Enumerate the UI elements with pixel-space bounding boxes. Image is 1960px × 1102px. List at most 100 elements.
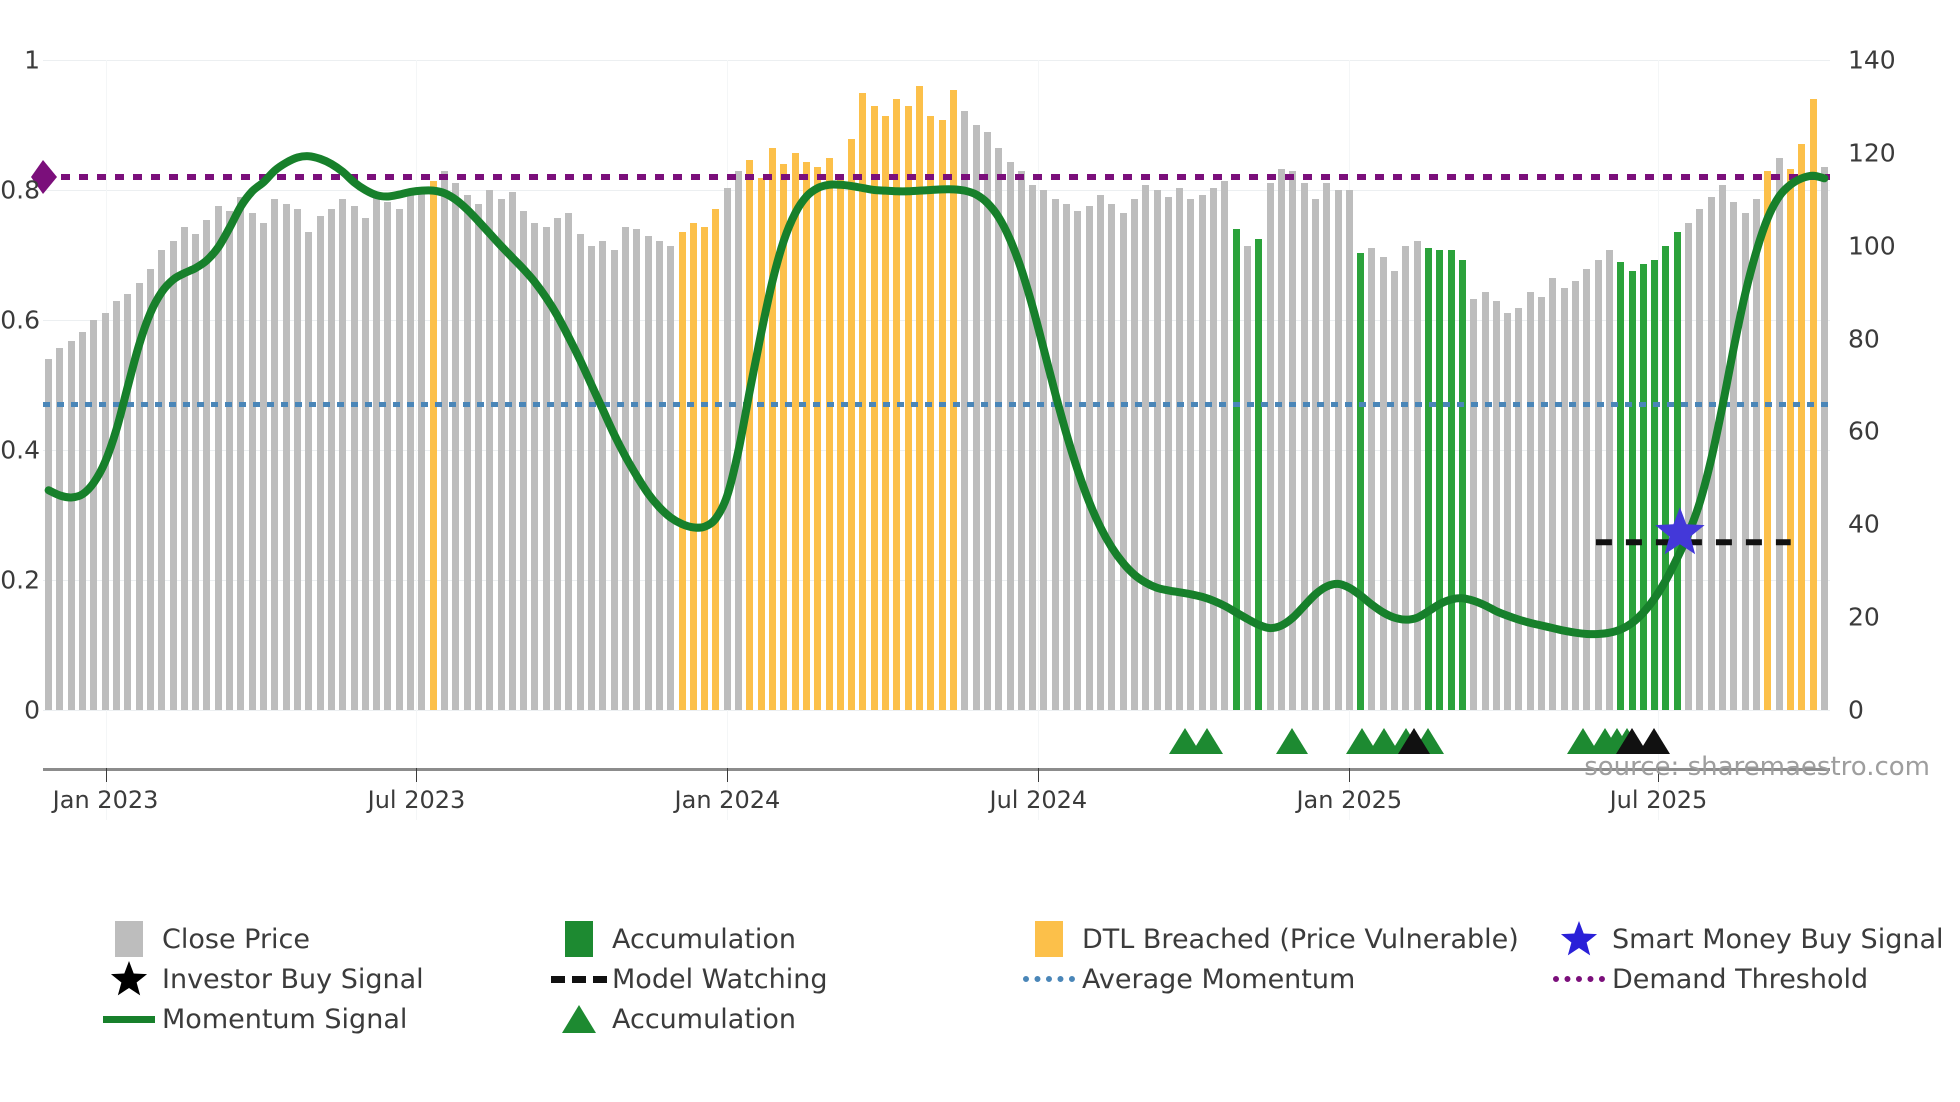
- legend-momentum-signal[interactable]: Momentum Signal: [96, 1000, 486, 1038]
- legend-label: Accumulation: [612, 1003, 796, 1035]
- price-bar: [1583, 268, 1591, 710]
- y-axis-right-tick: 40: [1848, 509, 1880, 539]
- legend-row: Momentum Signal Accumulation: [96, 1000, 1946, 1038]
- legend-label: Close Price: [162, 923, 310, 955]
- x-axis-tick-label: Jul 2023: [367, 786, 466, 814]
- price-bar: [1051, 199, 1059, 710]
- price-bar: [1775, 157, 1783, 710]
- price-bar: [1142, 185, 1150, 710]
- price-bar: [463, 194, 471, 710]
- price-bar: [1323, 183, 1331, 710]
- price-bar: [1447, 250, 1455, 710]
- price-bar: [339, 199, 347, 710]
- price-bar: [203, 220, 211, 710]
- price-bar: [282, 203, 290, 710]
- legend-swatch-star-wrap: [96, 959, 162, 999]
- price-bar: [1719, 185, 1727, 710]
- price-bar: [214, 206, 222, 710]
- legend-smart-money[interactable]: Smart Money Buy Signal: [1546, 919, 1944, 959]
- gridline-vertical: [1658, 60, 1660, 820]
- legend-accumulation-bar[interactable]: Accumulation: [546, 920, 936, 958]
- price-bar: [1741, 213, 1749, 710]
- legend-dtl-breached[interactable]: DTL Breached (Price Vulnerable): [1016, 920, 1519, 958]
- price-bar: [859, 92, 867, 710]
- price-bar: [1526, 292, 1534, 710]
- legend-average-momentum[interactable]: Average Momentum: [1016, 960, 1446, 998]
- legend-accumulation-triangle[interactable]: Accumulation: [546, 1000, 936, 1038]
- price-bar: [1345, 190, 1353, 710]
- price-bar: [972, 125, 980, 710]
- x-axis-tick-label: Jan 2023: [52, 786, 159, 814]
- price-bar: [1786, 169, 1794, 710]
- price-bar: [373, 194, 381, 710]
- accumulation-marker-band: [43, 712, 1830, 760]
- chart-overlay: [31, 152, 1830, 639]
- gridline: [43, 320, 1830, 321]
- x-axis-tick-label: Jan 2025: [1296, 786, 1403, 814]
- price-bar: [904, 106, 912, 710]
- price-bar: [1244, 245, 1252, 710]
- price-bar: [768, 148, 776, 710]
- price-bar: [361, 217, 369, 710]
- legend-label: Smart Money Buy Signal: [1612, 923, 1944, 955]
- price-bar: [384, 201, 392, 710]
- legend-model-watching[interactable]: Model Watching: [546, 960, 936, 998]
- price-bar: [802, 162, 810, 710]
- price-bar: [1764, 171, 1772, 710]
- legend-swatch-dotted-line: [1023, 976, 1075, 982]
- price-bar: [1560, 287, 1568, 710]
- price-bar: [644, 236, 652, 710]
- price-bar: [1617, 261, 1625, 710]
- price-bar: [1311, 199, 1319, 710]
- legend-swatch-line: [103, 1015, 155, 1023]
- price-bar: [56, 347, 64, 710]
- price-bar: [1628, 271, 1636, 710]
- legend-swatch-star-wrap: [1546, 919, 1612, 959]
- legend-swatch-dashed-wrap: [546, 975, 612, 983]
- gridline-vertical: [1038, 60, 1040, 820]
- legend-investor-buy[interactable]: Investor Buy Signal: [96, 960, 486, 998]
- price-bar: [1436, 250, 1444, 710]
- price-bar: [1685, 222, 1693, 710]
- legend-demand-threshold[interactable]: Demand Threshold: [1546, 960, 1936, 998]
- price-bar: [995, 148, 1003, 710]
- price-bar: [667, 245, 675, 710]
- price-bar: [746, 159, 754, 710]
- price-bar: [192, 234, 200, 710]
- price-bar: [1029, 185, 1037, 710]
- price-bar: [158, 250, 166, 710]
- price-bar: [180, 227, 188, 710]
- price-bar: [1594, 259, 1602, 710]
- price-bar: [135, 282, 143, 710]
- accumulation-triangle: [1276, 728, 1309, 754]
- price-bar: [1017, 171, 1025, 710]
- legend-swatch-square: [1035, 921, 1063, 957]
- price-bar: [938, 120, 946, 710]
- price-bar: [1334, 190, 1342, 710]
- price-bar: [621, 227, 629, 710]
- y-axis-right-tick: 80: [1848, 324, 1880, 354]
- legend-label: Demand Threshold: [1612, 963, 1869, 995]
- price-bar: [1357, 252, 1365, 710]
- price-bar: [429, 180, 437, 710]
- x-axis-line: [43, 768, 1830, 771]
- price-bar: [961, 111, 969, 710]
- price-bar: [237, 196, 245, 710]
- price-bar: [1187, 199, 1195, 710]
- y-axis-left-tick: 0.8: [0, 175, 40, 205]
- legend-row: Investor Buy Signal Model Watching Average…: [96, 960, 1946, 998]
- price-bar: [1696, 208, 1704, 710]
- price-bar: [565, 213, 573, 710]
- price-bar: [1085, 206, 1093, 710]
- price-bar: [508, 192, 516, 710]
- price-bar: [599, 241, 607, 710]
- legend-close-price[interactable]: Close Price: [96, 920, 486, 958]
- price-bar: [1232, 229, 1240, 710]
- legend-swatch-dotted-wrap: [1016, 976, 1082, 982]
- price-bar: [554, 217, 562, 710]
- y-axis-right-tick: 20: [1848, 602, 1880, 632]
- y-axis-left-tick: 0.4: [0, 435, 40, 465]
- price-bar: [1413, 241, 1421, 710]
- price-bar: [226, 210, 234, 710]
- price-bar: [1820, 166, 1828, 710]
